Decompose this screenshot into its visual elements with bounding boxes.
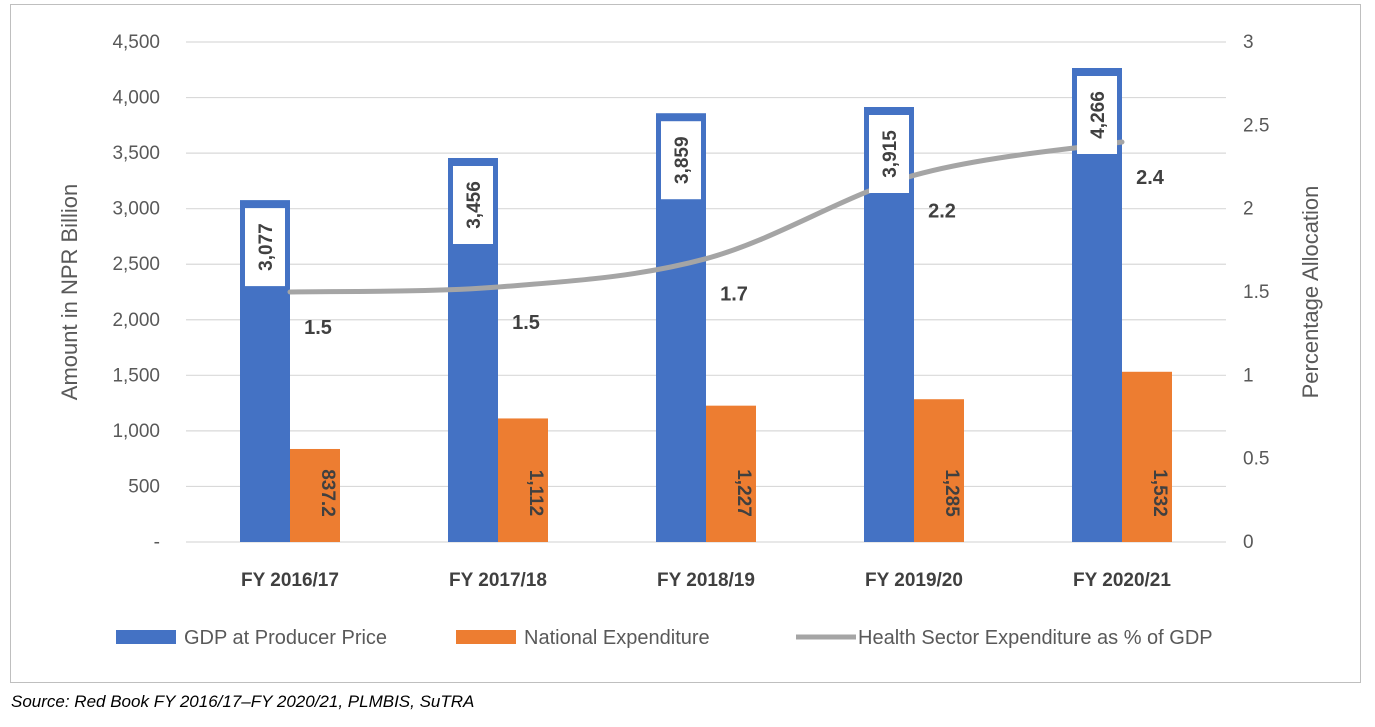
health-data-label: 1.7 bbox=[720, 284, 748, 306]
y2-tick-label: 0 bbox=[1243, 532, 1254, 553]
x-tick-label: FY 2020/21 bbox=[1073, 570, 1171, 591]
health-data-label: 2.2 bbox=[928, 200, 956, 222]
gdp-data-label: 3,077 bbox=[256, 223, 277, 271]
legend-swatch-gdp bbox=[116, 630, 176, 644]
national-expenditure-data-label: 1,112 bbox=[525, 470, 546, 517]
legend-label-national-expenditure: National Expenditure bbox=[524, 627, 710, 649]
gdp-data-label: 3,915 bbox=[880, 130, 901, 178]
gdp-data-label: 3,859 bbox=[672, 136, 693, 184]
gdp-data-label: 4,266 bbox=[1088, 91, 1109, 139]
gdp-label-box bbox=[869, 115, 909, 193]
gridlines bbox=[186, 41, 1226, 543]
y-tick-label: 500 bbox=[128, 476, 160, 497]
gdp-label-box bbox=[453, 166, 493, 244]
national-expenditure-bar bbox=[914, 399, 964, 542]
axes: - 500 1,000 1,500 2,000 2,500 3,000 3,500 4,000 4… bbox=[57, 32, 1323, 591]
y2-tick-label: 2 bbox=[1243, 199, 1254, 220]
chart-frame bbox=[10, 4, 1361, 683]
health-data-label: 1.5 bbox=[512, 312, 540, 334]
x-tick-label: FY 2018/19 bbox=[657, 570, 755, 591]
national-expenditure-bar bbox=[1122, 371, 1172, 542]
y2-tick-label: 3 bbox=[1243, 32, 1254, 53]
y-tick-label: - bbox=[154, 532, 160, 553]
y-tick-label: 3,500 bbox=[112, 143, 160, 164]
national-expenditure-bar bbox=[290, 448, 340, 542]
national-expenditure-data-label: 1,532 bbox=[1149, 469, 1170, 517]
health-expenditure-line bbox=[287, 139, 1125, 295]
y2-tick-label: 1.5 bbox=[1243, 282, 1269, 303]
line-series bbox=[287, 139, 1125, 295]
legend-swatch-national-expenditure bbox=[456, 630, 516, 644]
y-axis-title: Amount in NPR Billion bbox=[57, 184, 82, 400]
health-data-label: 1.5 bbox=[304, 317, 332, 339]
national-expenditure-data-label: 1,285 bbox=[941, 469, 962, 517]
y2-tick-label: 2.5 bbox=[1243, 115, 1269, 136]
gdp-label-box bbox=[245, 208, 285, 287]
y-tick-label: 2,000 bbox=[112, 310, 160, 331]
national-expenditure-bar bbox=[706, 405, 756, 542]
legend-label-health: Health Sector Expenditure as % of GDP bbox=[858, 627, 1213, 649]
x-tick-label: FY 2019/20 bbox=[865, 570, 963, 591]
source-note: Source: Red Book FY 2016/17–FY 2020/21, … bbox=[11, 692, 475, 711]
y-tick-label: 3,000 bbox=[112, 199, 160, 220]
legend-label-gdp: GDP at Producer Price bbox=[184, 627, 387, 649]
y2-axis-title: Percentage Allocation bbox=[1298, 186, 1323, 399]
y-tick-label: 2,500 bbox=[112, 254, 160, 275]
data-labels: 3,077 3,456 3,859 3,915 4,266 837.2 1,112 1,227… bbox=[245, 76, 1170, 517]
gdp-label-box bbox=[661, 121, 701, 200]
national-expenditure-bar bbox=[498, 418, 548, 542]
x-tick-label: FY 2017/18 bbox=[449, 570, 547, 591]
bars bbox=[240, 68, 1172, 542]
y-tick-label: 1,000 bbox=[112, 421, 160, 442]
x-tick-label: FY 2016/17 bbox=[241, 570, 339, 591]
y-tick-label: 4,000 bbox=[112, 88, 160, 109]
y2-tick-label: 1 bbox=[1243, 365, 1254, 386]
health-data-label: 2.4 bbox=[1136, 167, 1165, 189]
gdp-label-box bbox=[1077, 76, 1117, 154]
national-expenditure-data-label: 1,227 bbox=[733, 469, 754, 517]
national-expenditure-data-label: 837.2 bbox=[317, 469, 338, 517]
y-tick-label: 1,500 bbox=[112, 365, 160, 386]
y2-tick-label: 0.5 bbox=[1243, 449, 1269, 470]
gdp-data-label: 3,456 bbox=[464, 181, 485, 229]
y-tick-label: 4,500 bbox=[112, 32, 160, 53]
legend: GDP at Producer Price National Expenditur… bbox=[116, 627, 1213, 649]
